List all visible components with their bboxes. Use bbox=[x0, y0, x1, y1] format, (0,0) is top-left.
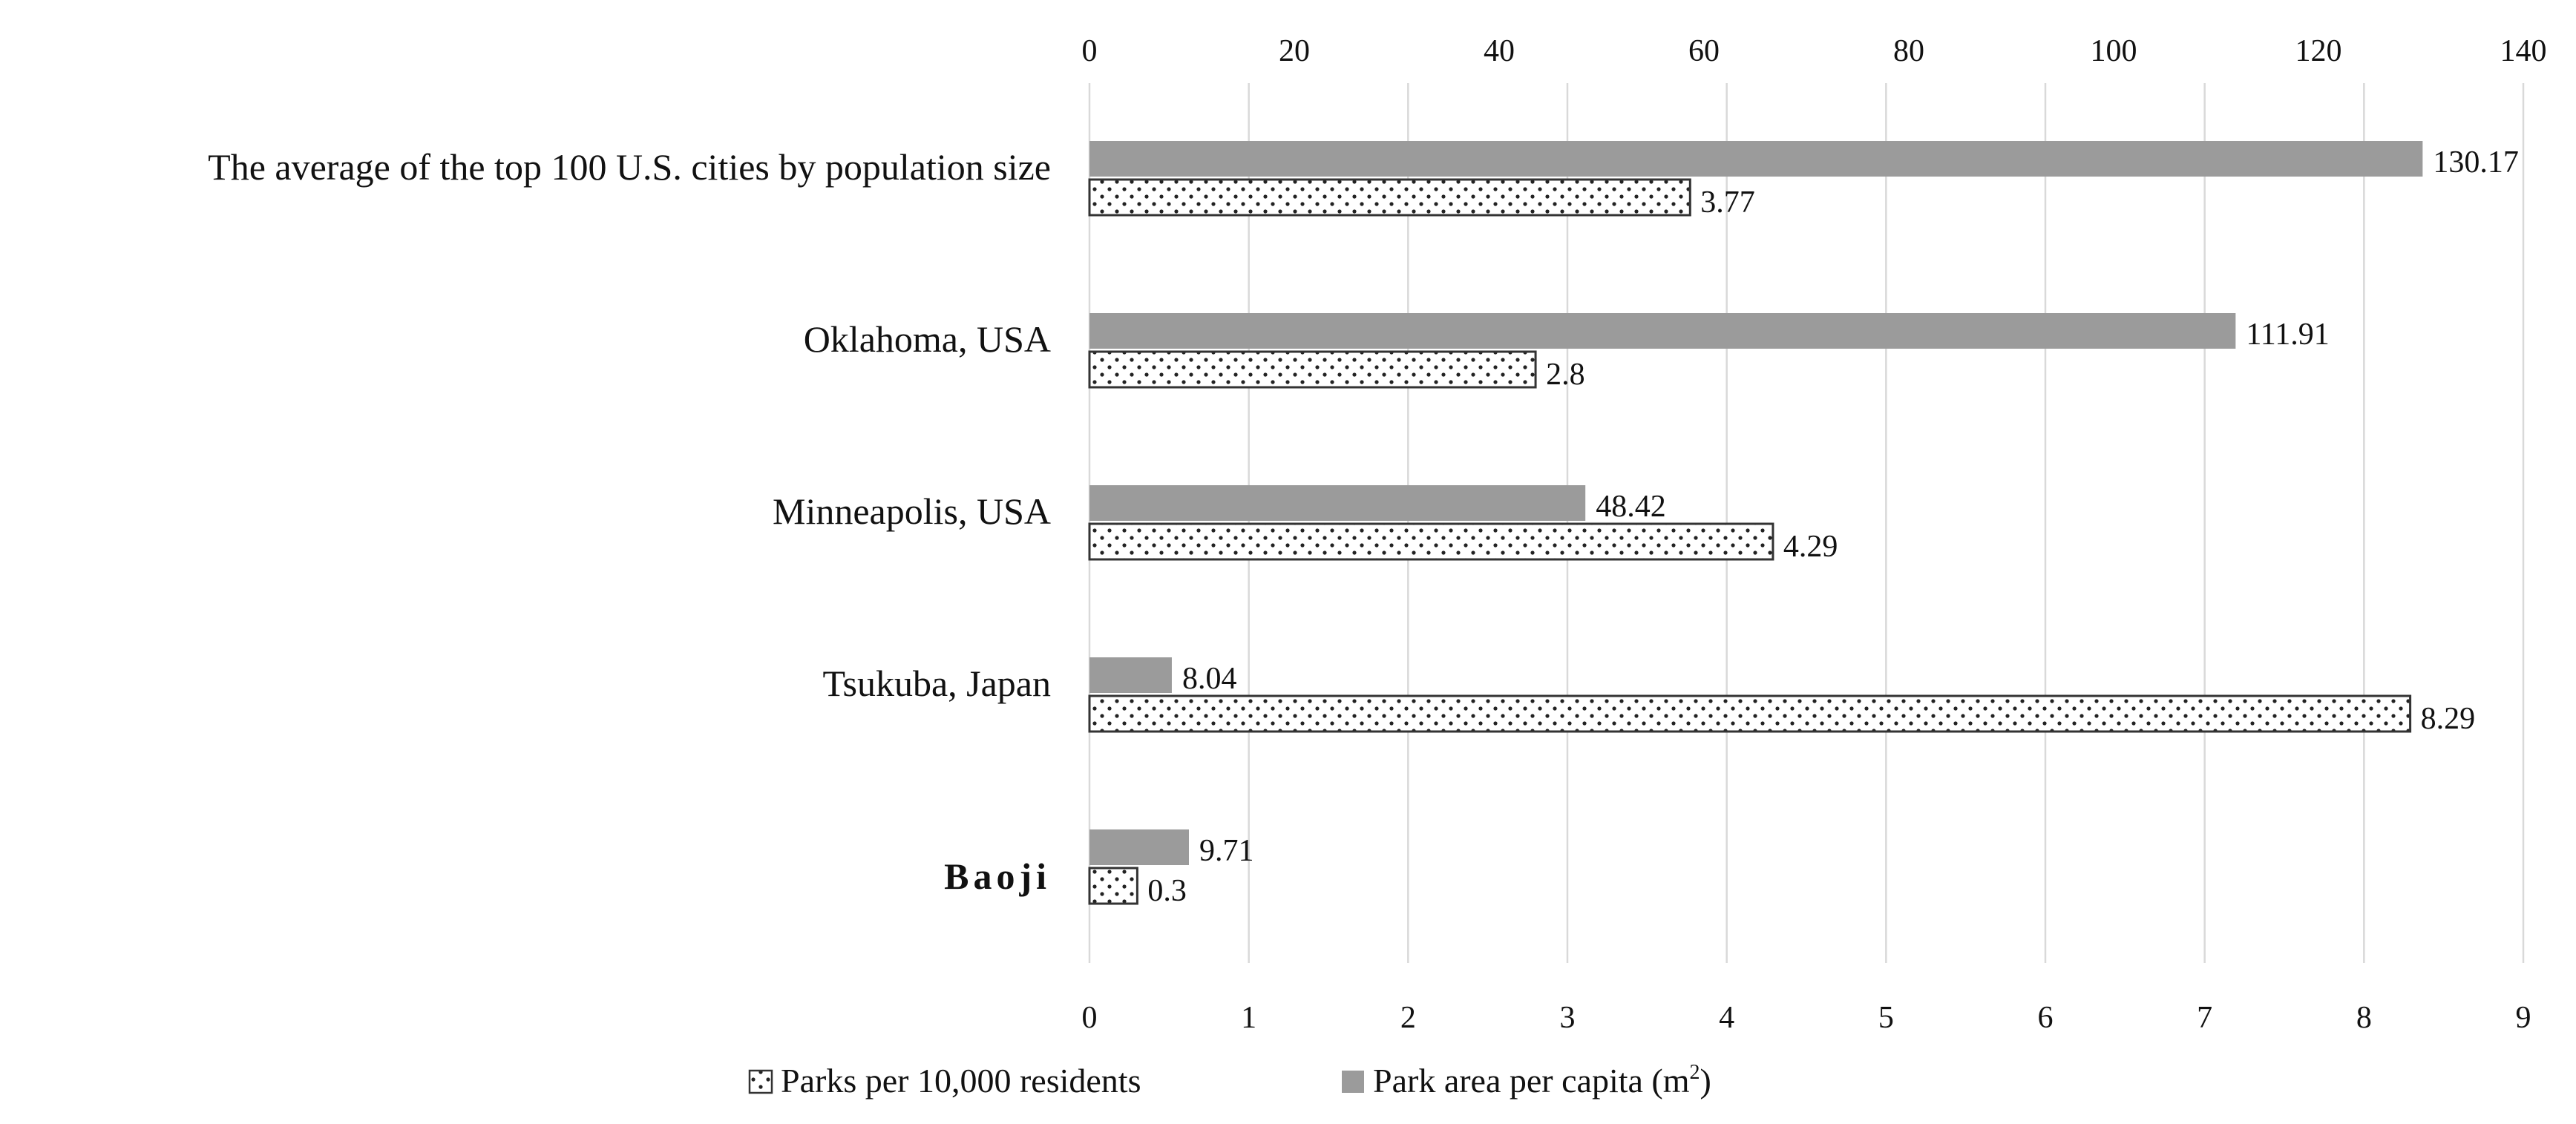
data-label-park-area-cat-3: 8.04 bbox=[1182, 662, 1237, 696]
legend-label-parks-per-10000: Parks per 10,000 residents bbox=[781, 1062, 1141, 1100]
data-label-parks-per-10000-cat-0: 3.77 bbox=[1700, 185, 1755, 220]
bottom-tick-label-8: 8 bbox=[2356, 1001, 2372, 1035]
legend-label-park-area-sup: 2 bbox=[1690, 1061, 1700, 1084]
bottom-tick-label-6: 6 bbox=[2038, 1001, 2054, 1035]
data-label-park-area-cat-0: 130.17 bbox=[2433, 145, 2519, 180]
bar-parks-per-10000-cat-4 bbox=[1088, 867, 1138, 905]
bottom-tick-label-0: 0 bbox=[1082, 1001, 1098, 1035]
legend-label-park-area-per-capita: Park area per capita (m2) bbox=[1373, 1061, 1711, 1100]
bar-parks-per-10000-cat-3 bbox=[1088, 694, 2412, 733]
top-tick-label-40: 40 bbox=[1484, 34, 1515, 68]
legend: Parks per 10,000 residents Park area per… bbox=[748, 1061, 1711, 1100]
bottom-tick-label-5: 5 bbox=[1878, 1001, 1894, 1035]
data-label-park-area-cat-4: 9.71 bbox=[1199, 834, 1254, 868]
bar-parks-per-10000-cat-0 bbox=[1088, 178, 1691, 217]
bar-park-area-cat-2 bbox=[1089, 485, 1586, 521]
category-label-cat-2: Minneapolis, USA bbox=[773, 490, 1051, 532]
bottom-tick-label-3: 3 bbox=[1560, 1001, 1576, 1035]
bottom-tick-label-1: 1 bbox=[1241, 1001, 1256, 1035]
data-labels: 130.17 3.77 111.91 2.8 48.42 4.29 8.04 8.29 9.71… bbox=[1147, 145, 2518, 908]
bottom-tick-label-4: 4 bbox=[1719, 1001, 1734, 1035]
data-label-parks-per-10000-cat-4: 0.3 bbox=[1147, 874, 1187, 908]
bottom-tick-label-7: 7 bbox=[2197, 1001, 2212, 1035]
data-label-park-area-cat-2: 48.42 bbox=[1596, 490, 1666, 524]
top-tick-label-60: 60 bbox=[1688, 34, 1720, 68]
top-tick-label-140: 140 bbox=[2500, 34, 2547, 68]
legend-label-park-area-suffix: ) bbox=[1700, 1062, 1711, 1100]
bar-park-area-cat-4 bbox=[1089, 829, 1189, 865]
bottom-tick-label-9: 9 bbox=[2516, 1001, 2531, 1035]
bottom-tick-label-2: 2 bbox=[1400, 1001, 1416, 1035]
legend-item-park-area-per-capita: Park area per capita (m2) bbox=[1342, 1061, 1711, 1100]
category-label-cat-0: The average of the top 100 U.S. cities b… bbox=[208, 146, 1051, 188]
bar-parks-per-10000-cat-2 bbox=[1088, 522, 1774, 561]
top-tick-label-20: 20 bbox=[1279, 34, 1310, 68]
category-labels: The average of the top 100 U.S. cities b… bbox=[208, 146, 1051, 897]
bar-park-area-cat-0 bbox=[1089, 141, 2423, 177]
legend-label-park-area-text: Park area per capita (m bbox=[1373, 1062, 1690, 1100]
data-label-parks-per-10000-cat-1: 2.8 bbox=[1546, 358, 1585, 392]
top-tick-label-120: 120 bbox=[2295, 34, 2342, 68]
category-label-cat-1: Oklahoma, USA bbox=[804, 318, 1051, 360]
data-label-parks-per-10000-cat-2: 4.29 bbox=[1783, 530, 1838, 564]
legend-swatch-dotted bbox=[748, 1069, 773, 1094]
legend-swatch-gray bbox=[1342, 1071, 1364, 1093]
bar-park-area-cat-3 bbox=[1089, 657, 1172, 693]
top-tick-label-100: 100 bbox=[2091, 34, 2137, 68]
data-label-parks-per-10000-cat-3: 8.29 bbox=[2421, 702, 2476, 736]
bars bbox=[1088, 141, 2423, 905]
category-label-cat-3: Tsukuba, Japan bbox=[822, 663, 1051, 704]
bar-park-area-cat-1 bbox=[1089, 313, 2236, 349]
legend-item-parks-per-10000: Parks per 10,000 residents bbox=[748, 1062, 1141, 1100]
bottom-axis: 0 1 2 3 4 5 6 7 8 9 bbox=[1082, 1001, 2531, 1035]
top-axis: 0 20 40 60 80 100 120 140 bbox=[1082, 34, 2547, 68]
top-tick-label-0: 0 bbox=[1082, 34, 1098, 68]
data-label-park-area-cat-1: 111.91 bbox=[2246, 318, 2329, 352]
top-tick-label-80: 80 bbox=[1893, 34, 1924, 68]
bar-parks-per-10000-cat-1 bbox=[1088, 350, 1537, 389]
category-label-cat-4: Baoji bbox=[944, 855, 1051, 897]
